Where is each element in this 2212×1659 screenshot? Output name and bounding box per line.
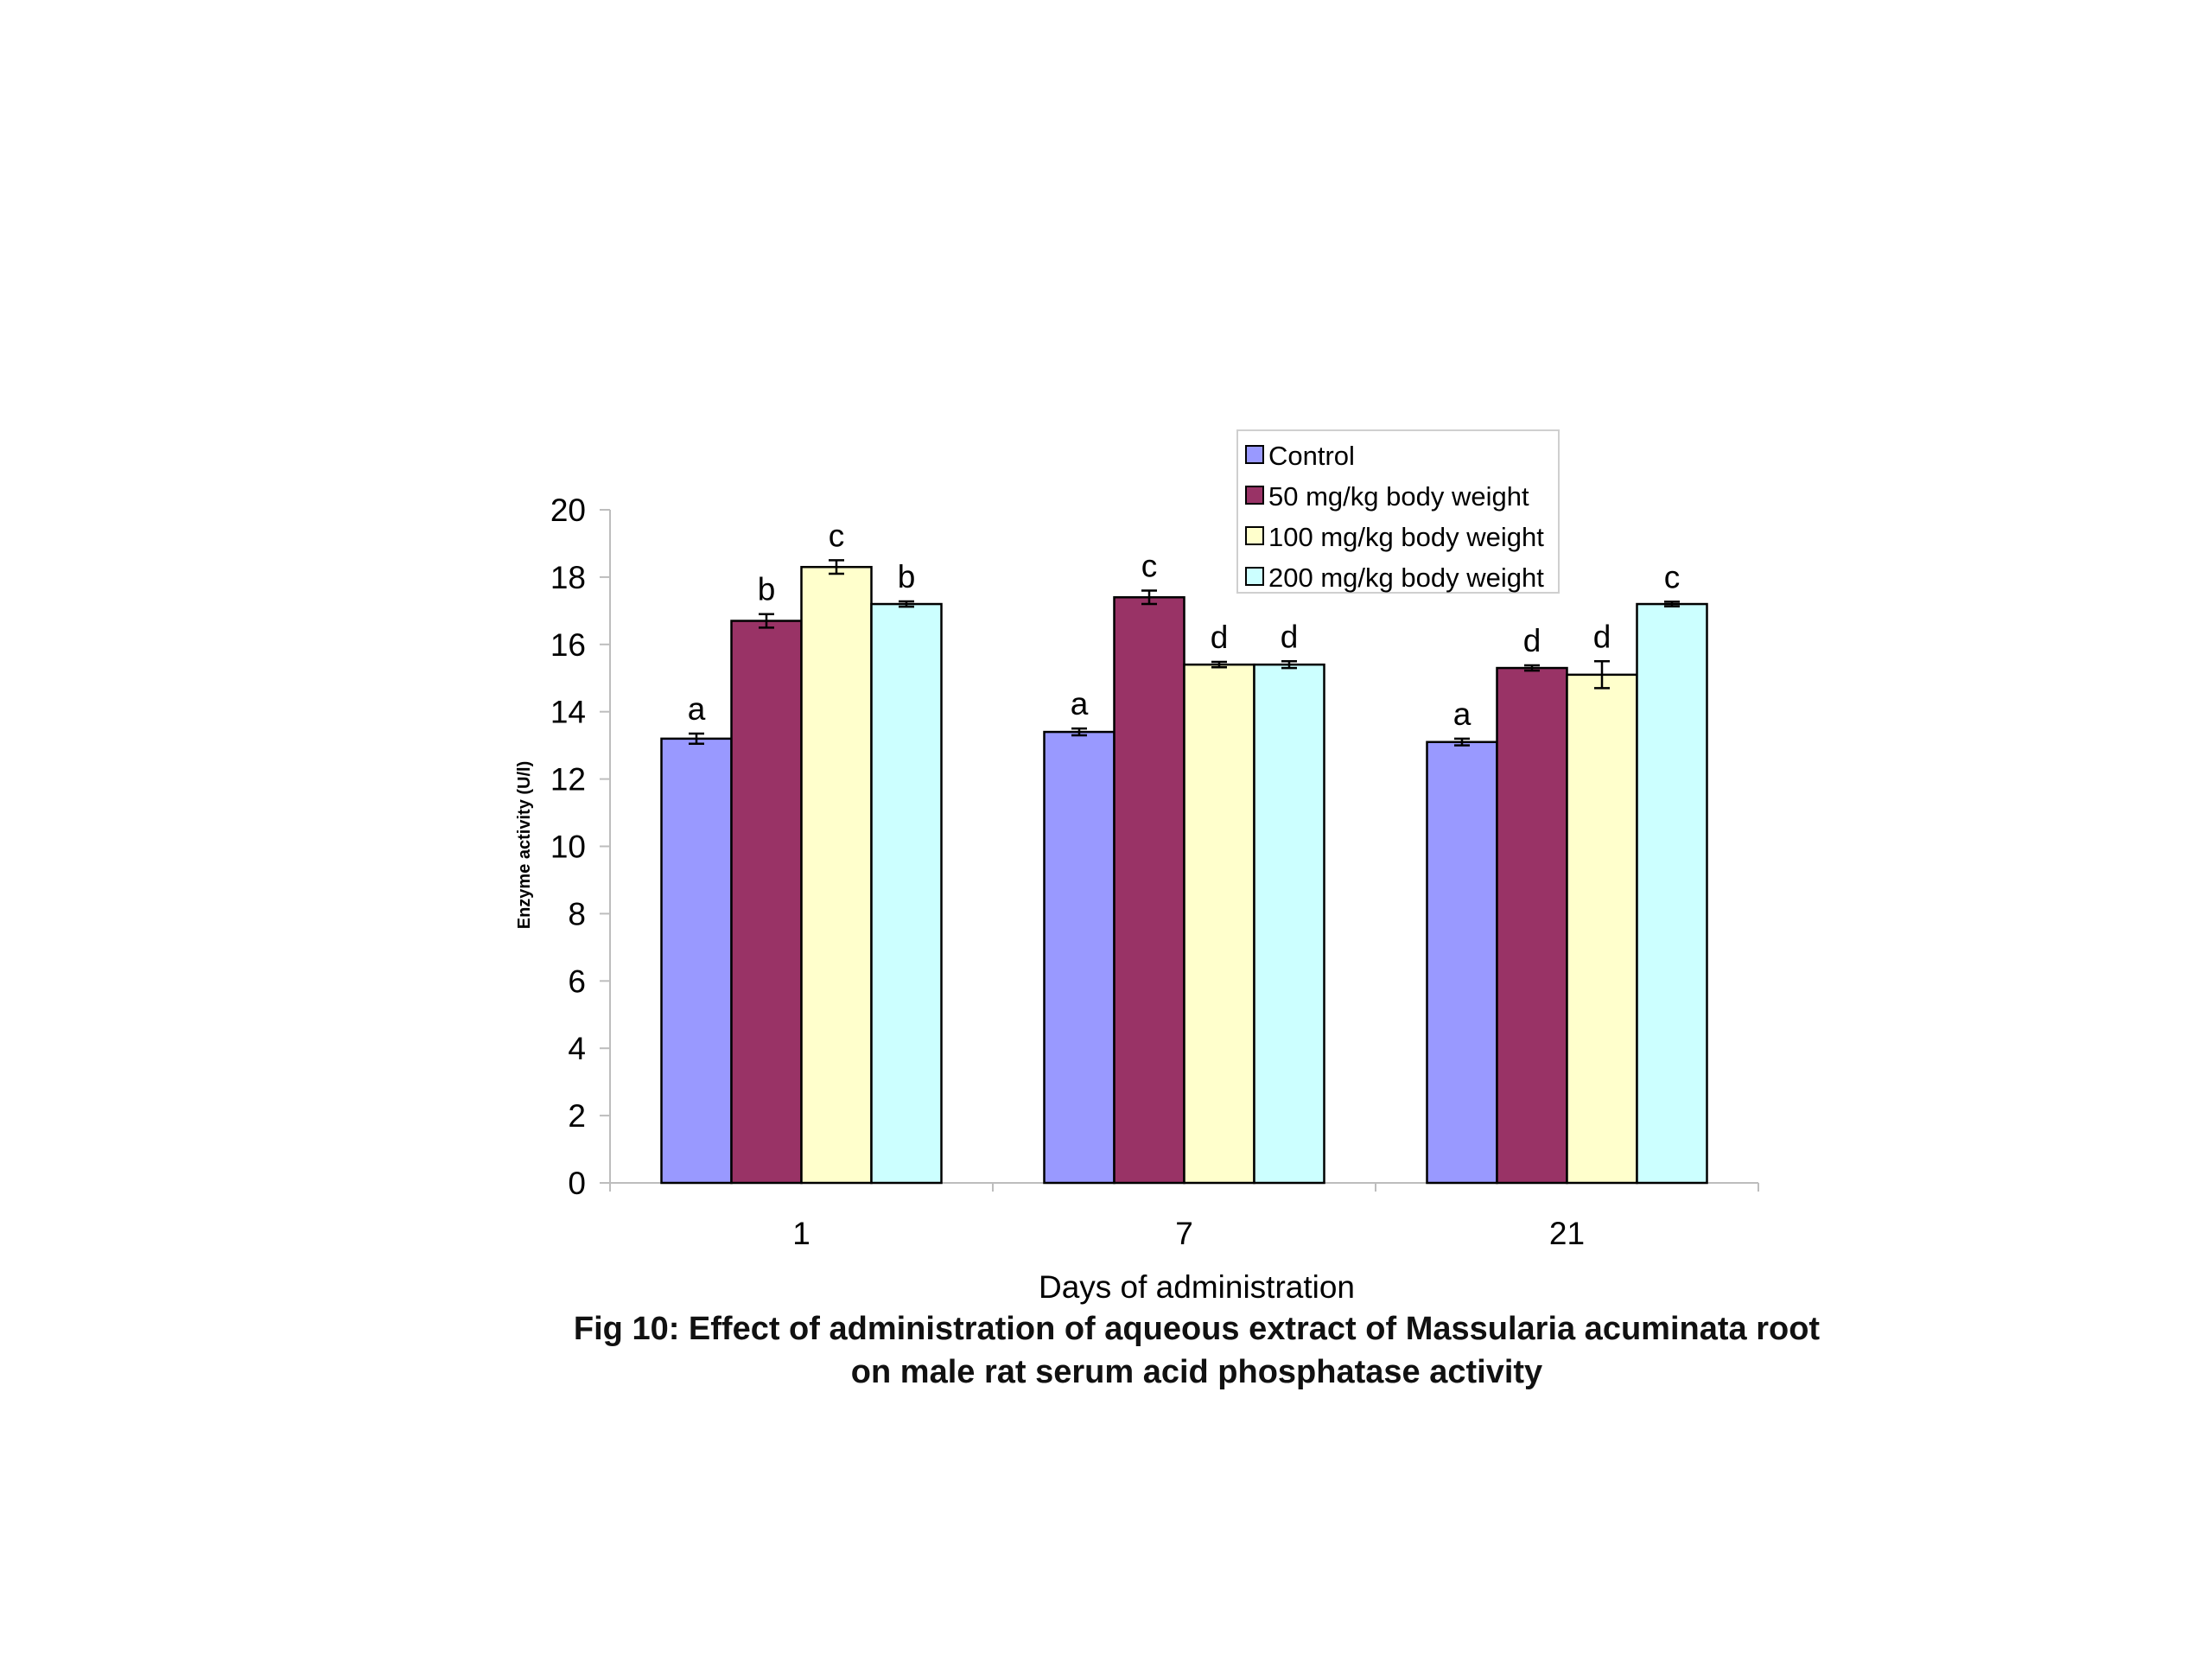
bar bbox=[1636, 602, 1708, 1185]
significance-label: d bbox=[1281, 619, 1299, 654]
x-tick-label: 7 bbox=[1175, 1216, 1193, 1251]
x-tick-label: 21 bbox=[1549, 1216, 1585, 1251]
bar bbox=[1113, 596, 1185, 1185]
significance-label: c bbox=[1141, 548, 1158, 583]
significance-label: b bbox=[898, 559, 916, 594]
bar bbox=[870, 602, 943, 1185]
figure-caption-line-2: on male rat serum acid phosphatase activ… bbox=[850, 1354, 1543, 1390]
significance-label: a bbox=[1071, 686, 1089, 721]
legend-entry: 100 mg/kg body weight bbox=[1268, 522, 1544, 552]
legend-entry: 200 mg/kg body weight bbox=[1268, 563, 1544, 593]
x-axis-label: Days of administration bbox=[1039, 1269, 1355, 1305]
significance-label: c bbox=[829, 518, 845, 553]
significance-label: d bbox=[1593, 619, 1611, 654]
legend-entry: Control bbox=[1268, 441, 1355, 471]
x-axis: 1 7 21 bbox=[609, 1182, 1759, 1251]
bar bbox=[1253, 663, 1325, 1185]
legend-box bbox=[1236, 429, 1560, 594]
y-tick-label: 8 bbox=[568, 896, 586, 931]
bar bbox=[730, 620, 803, 1185]
y-tick-label: 0 bbox=[568, 1166, 586, 1201]
y-tick-label: 14 bbox=[550, 695, 586, 730]
y-tick-label: 20 bbox=[550, 493, 586, 528]
y-axis-label: Enzyme activity (U/l) bbox=[515, 761, 534, 930]
figure-caption-line-1: Fig 10: Effect of administration of aque… bbox=[573, 1311, 1821, 1347]
bar bbox=[1496, 666, 1568, 1185]
y-tick-label: 2 bbox=[568, 1098, 586, 1134]
significance-label: a bbox=[1453, 696, 1471, 732]
significance-label: b bbox=[758, 572, 776, 607]
bar bbox=[1426, 741, 1498, 1185]
y-tick-label: 12 bbox=[550, 762, 586, 798]
y-tick-label: 10 bbox=[550, 830, 586, 865]
legend: Control 50 mg/kg body weight 100 mg/kg bod… bbox=[1236, 429, 1560, 594]
legend-swatch bbox=[1245, 486, 1264, 505]
significance-label: d bbox=[1523, 623, 1541, 658]
legend-entry: 50 mg/kg body weight bbox=[1268, 481, 1529, 512]
x-tick-label: 1 bbox=[792, 1216, 810, 1251]
significance-label: a bbox=[688, 691, 706, 727]
y-tick-label: 16 bbox=[550, 627, 586, 663]
bars: a b c b a c d d a d d c bbox=[660, 518, 1708, 1185]
bar bbox=[1043, 730, 1116, 1185]
significance-label: d bbox=[1211, 620, 1229, 655]
y-tick-label: 6 bbox=[568, 963, 586, 999]
bar bbox=[1566, 673, 1638, 1185]
legend-swatch bbox=[1245, 567, 1264, 586]
bar bbox=[660, 737, 733, 1185]
legend-swatch bbox=[1245, 526, 1264, 545]
bar bbox=[1183, 663, 1255, 1185]
y-axis: 0 2 4 6 8 10 12 14 16 18 20 bbox=[550, 493, 611, 1201]
y-tick-label: 18 bbox=[550, 560, 586, 595]
bar bbox=[800, 565, 873, 1185]
y-tick-label: 4 bbox=[568, 1031, 586, 1066]
significance-label: c bbox=[1664, 559, 1681, 594]
legend-swatch bbox=[1245, 445, 1264, 464]
